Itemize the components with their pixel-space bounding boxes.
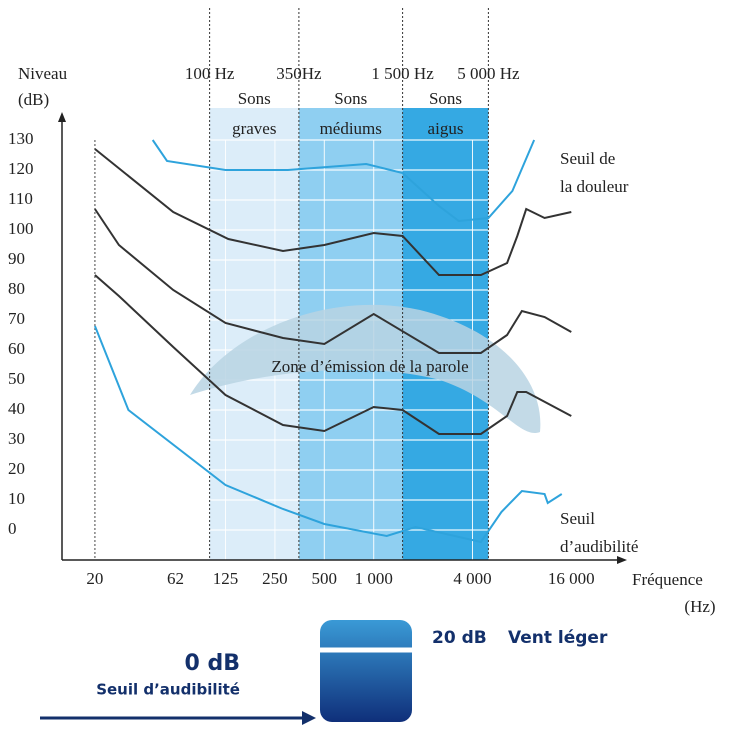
series-label: Seuil de — [560, 149, 615, 168]
y-tick-label: 80 — [8, 279, 25, 298]
boundary-label: 350Hz — [276, 64, 322, 83]
x-tick-label: 62 — [167, 569, 184, 588]
bucket — [320, 620, 412, 722]
series-line — [94, 274, 572, 435]
boundary-label: 1 500 Hz — [371, 64, 434, 83]
level-top: 20 dB — [432, 628, 487, 648]
y-tick-label: 10 — [8, 489, 25, 508]
y-tick-label: 100 — [8, 219, 34, 238]
y-tick-label: 40 — [8, 399, 25, 418]
x-tick-label: 500 — [312, 569, 338, 588]
x-axis-label: (Hz) — [684, 597, 715, 616]
y-tick-label: 110 — [8, 189, 33, 208]
x-tick-label: 4 000 — [453, 569, 491, 588]
x-tick-label: 16 000 — [548, 569, 595, 588]
y-tick-label: 30 — [8, 429, 25, 448]
band-label: aigus — [428, 119, 464, 138]
y-axis-label: Niveau — [18, 64, 68, 83]
x-tick-label: 250 — [262, 569, 288, 588]
y-tick-label: 60 — [8, 339, 25, 358]
series-line — [94, 148, 572, 276]
x-tick-label: 125 — [213, 569, 239, 588]
band-label: graves — [232, 119, 276, 138]
y-tick-label: 0 — [8, 519, 17, 538]
series-label: d’audibilité — [560, 537, 638, 556]
x-tick-label: 20 — [86, 569, 103, 588]
y-axis-arrow — [58, 112, 66, 122]
y-tick-label: 20 — [8, 459, 25, 478]
series-label: la douleur — [560, 177, 629, 196]
boundary-label: 100 Hz — [185, 64, 235, 83]
band-label: Sons — [334, 89, 367, 108]
y-tick-label: 120 — [8, 159, 34, 178]
boundary-label: 5 000 Hz — [457, 64, 520, 83]
arrow-head — [302, 711, 316, 725]
series-line — [94, 208, 572, 354]
series-label: Seuil — [560, 509, 595, 528]
y-tick-label: 130 — [8, 129, 34, 148]
y-tick-label: 50 — [8, 369, 25, 388]
level-bottom-text: Seuil d’audibilité — [96, 681, 240, 699]
level-bottom: 0 dB — [185, 651, 240, 676]
band-label: Sons — [238, 89, 271, 108]
series-line — [151, 139, 536, 223]
band-label: médiums — [320, 119, 382, 138]
annotation: Zone d’émission de la parole — [271, 357, 468, 376]
y-tick-label: 70 — [8, 309, 25, 328]
x-axis-arrow — [617, 556, 627, 564]
band-label: Sons — [429, 89, 462, 108]
y-tick-label: 90 — [8, 249, 25, 268]
y-axis-label: (dB) — [18, 90, 49, 109]
x-axis-label: Fréquence — [632, 570, 703, 589]
series-line — [93, 325, 563, 544]
level-top-text: Vent léger — [508, 628, 608, 648]
x-tick-label: 1 000 — [355, 569, 393, 588]
